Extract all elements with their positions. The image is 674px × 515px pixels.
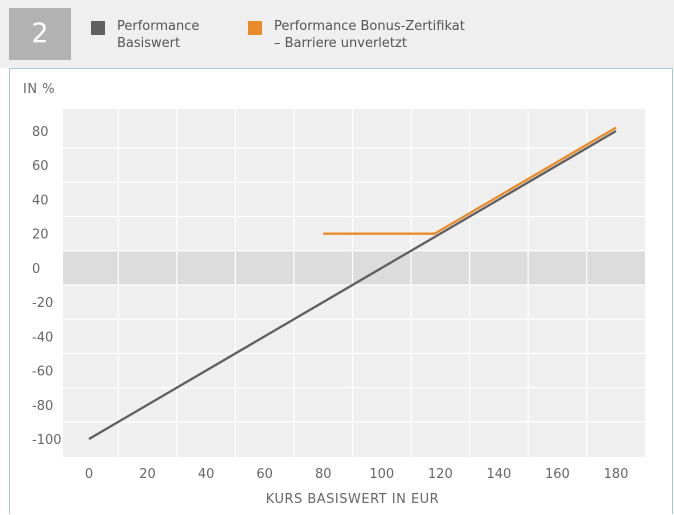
legend-label-bonus-zertifikat-line-1: Performance Bonus-Zertifikat <box>274 19 465 34</box>
legend-label-bonus-zertifikat-line-2: – Barriere unverletzt <box>274 36 407 51</box>
legend-swatch-bonus-zertifikat <box>248 21 262 35</box>
x-tick-label: 140 <box>486 467 511 482</box>
chart-frame: IN % 80 60 40 20 0 -20 -40 -60 -80 -100 0 20 40 60 80 10… <box>9 68 673 514</box>
x-tick-label: 180 <box>604 467 629 482</box>
panel-number: 2 <box>9 8 71 60</box>
chart-header: 2 Performance Basiswert Performance Bonu… <box>0 0 674 68</box>
legend-label-basiswert: Performance Basiswert <box>117 18 199 52</box>
y-tick-label: 60 <box>32 159 49 174</box>
x-tick-label: 100 <box>369 467 394 482</box>
x-tick-label: 80 <box>315 467 332 482</box>
legend-item-bonus-zertifikat: Performance Bonus-Zertifikat – Barriere … <box>248 18 465 52</box>
y-tick-label: -100 <box>32 433 62 448</box>
y-tick-label: 0 <box>32 262 40 277</box>
y-tick-label: 20 <box>32 228 49 243</box>
x-axis-label: KURS BASISWERT IN EUR <box>266 492 439 507</box>
legend-swatch-basiswert <box>91 21 105 35</box>
x-tick-label: 120 <box>428 467 453 482</box>
x-tick-label: 160 <box>545 467 570 482</box>
legend-label-basiswert-line-1: Performance <box>117 19 200 34</box>
chart-svg: IN % 80 60 40 20 0 -20 -40 -60 -80 -100 0 20 40 60 80 10… <box>23 82 645 507</box>
series-line-bonus-zertifikat <box>323 126 617 235</box>
y-axis-label: IN % <box>23 82 55 97</box>
x-tick-label: 20 <box>139 467 156 482</box>
y-tick-label: -60 <box>32 365 53 380</box>
legend-label-bonus-zertifikat: Performance Bonus-Zertifikat – Barriere … <box>274 18 465 52</box>
x-tick-label: 60 <box>256 467 273 482</box>
y-tick-label: -40 <box>32 330 53 345</box>
y-tick-label: 80 <box>32 125 49 140</box>
legend-label-basiswert-line-2: Basiswert <box>117 36 181 51</box>
x-tick-label: 40 <box>198 467 215 482</box>
y-tick-label: -20 <box>32 296 53 311</box>
series-line-basiswert <box>88 130 617 440</box>
y-tick-label: -80 <box>32 399 53 414</box>
y-tick-label: 40 <box>32 193 49 208</box>
legend-item-basiswert: Performance Basiswert <box>91 18 199 52</box>
zero-band <box>63 250 645 285</box>
x-tick-label: 0 <box>85 467 93 482</box>
